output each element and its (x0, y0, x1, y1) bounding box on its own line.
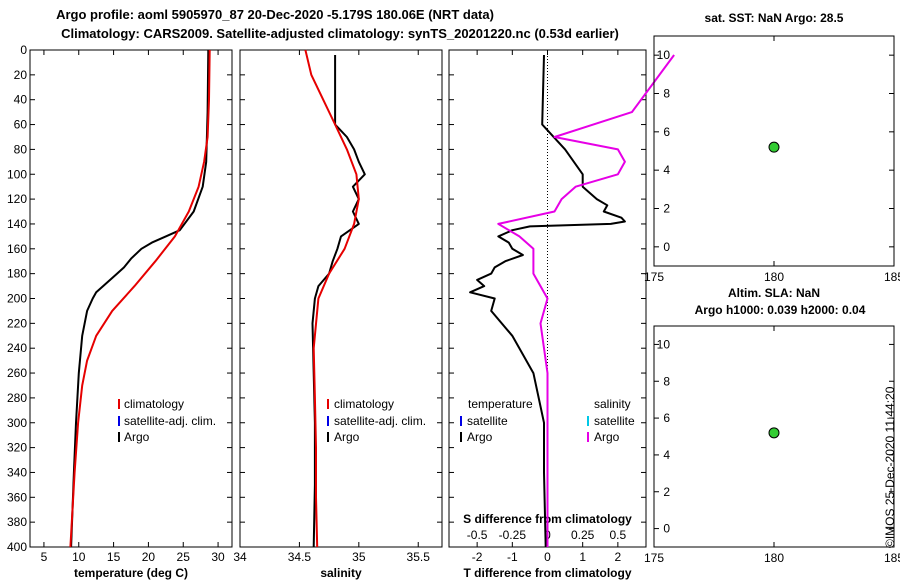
difference-xlabel: T difference from climatology (463, 566, 631, 580)
difference-top-tick-label: -0.5 (467, 528, 488, 542)
temperature-xtick-label: 5 (41, 550, 48, 564)
temperature-frame (29, 49, 233, 548)
difference-series-argo-salinity (497, 54, 675, 547)
sla-ytick-label: 8 (663, 374, 670, 388)
legend-temperature-title: temperature (468, 397, 533, 411)
sst-ytick-label: 0 (663, 240, 670, 254)
temperature-series-argo (70, 49, 210, 548)
legend-sal-satellite-label: satellite (594, 414, 635, 428)
legend-argo-label: Argo (124, 430, 150, 444)
salinity-frame (239, 49, 443, 548)
sla-ytick-label: 10 (657, 337, 671, 351)
sst-xtick-label: 180 (764, 270, 784, 284)
sst-ytick-label: 2 (663, 202, 670, 216)
temperature-ytick-label: 260 (7, 366, 27, 380)
sla-ytick-label: 0 (663, 522, 670, 536)
salinity-series-argo (311, 55, 366, 548)
temperature-ytick-label: 0 (20, 43, 27, 57)
temperature-ytick-label: 160 (7, 242, 27, 256)
legend-climatology-label: climatology (334, 397, 394, 411)
temperature-ytick-label: 20 (14, 68, 28, 82)
legend-satellite-label: satellite-adj. clim. (334, 414, 426, 428)
temperature-ytick-label: 80 (14, 142, 28, 156)
sst-xtick-label: 185 (884, 270, 900, 284)
temperature-xlabel: temperature (deg C) (74, 566, 188, 580)
temperature-ytick-label: 140 (7, 217, 27, 231)
temperature-xtick-label: 20 (142, 550, 156, 564)
sst-ytick-label: 8 (663, 87, 670, 101)
difference-legend: temperature satellite Argo salinity sate… (460, 397, 635, 444)
sla-panel: Altim. SLA: NaN Argo h1000: 0.039 h2000: … (644, 286, 900, 565)
temperature-ytick-label: 180 (7, 267, 27, 281)
salinity-legend: climatology satellite-adj. clim. Argo (327, 397, 426, 444)
temperature-ytick-label: 60 (14, 118, 28, 132)
sla-xtick-label: 185 (884, 551, 900, 565)
temperature-ytick-label: 300 (7, 416, 27, 430)
temperature-xtick-label: 15 (107, 550, 121, 564)
difference-xtick-label: -1 (507, 550, 518, 564)
temperature-xtick-label: 25 (177, 550, 191, 564)
temperature-xtick-label: 30 (211, 550, 225, 564)
temperature-ytick-label: 120 (7, 192, 27, 206)
temperature-ytick-label: 360 (7, 490, 27, 504)
temperature-ytick-label: 280 (7, 391, 27, 405)
sst-ytick-label: 10 (657, 48, 671, 62)
temperature-ytick-label: 320 (7, 441, 27, 455)
legend-temp-argo-label: Argo (467, 430, 493, 444)
temperature-panel: 5 10 15 20 25 30 temperature (deg C) 0 20 40 60 80 1… (7, 43, 233, 580)
sla-ytick-label: 6 (663, 411, 670, 425)
sla-ytick-label: 2 (663, 485, 670, 499)
sla-xtick-label: 175 (644, 551, 664, 565)
legend-sal-argo-label: Argo (594, 430, 620, 444)
temperature-ytick-label: 340 (7, 465, 27, 479)
imos-watermark: ©IMOS 25-Dec-2020 11:44:20 (883, 386, 897, 548)
legend-satellite-label: satellite-adj. clim. (124, 414, 216, 428)
sla-point (768, 427, 780, 439)
difference-top-tick-label: 0.5 (610, 528, 627, 542)
sst-point (768, 141, 780, 153)
difference-top-tick-label: 0.25 (571, 528, 595, 542)
salinity-xtick-label: 34.5 (288, 550, 312, 564)
legend-climatology-label: climatology (124, 397, 184, 411)
legend-temp-satellite-label: satellite (467, 414, 508, 428)
temperature-ytick-label: 240 (7, 341, 27, 355)
temperature-legend: climatology satellite-adj. clim. Argo (118, 397, 216, 444)
difference-xtick-label: 0 (544, 550, 551, 564)
sst-xtick-label: 175 (644, 270, 664, 284)
sst-ytick-label: 4 (663, 163, 670, 177)
sla-xtick-label: 180 (764, 551, 784, 565)
salinity-panel: 34 34.5 35 35.5 salinity (233, 49, 443, 580)
difference-xtick-label: -2 (472, 550, 483, 564)
temperature-xtick-label: 10 (72, 550, 86, 564)
salinity-xtick-label: 35 (352, 550, 366, 564)
salinity-xtick-label: 35.5 (407, 550, 431, 564)
salinity-series-climatology (304, 49, 360, 548)
sla-title: Altim. SLA: NaN (728, 286, 820, 300)
sst-ytick-label: 6 (663, 125, 670, 139)
temperature-ytick-label: 100 (7, 167, 27, 181)
salinity-xtick-label: 34 (233, 550, 247, 564)
sla-title2: Argo h1000: 0.039 h2000: 0.04 (695, 303, 866, 317)
temperature-ytick-label: 220 (7, 316, 27, 330)
legend-argo-label: Argo (334, 430, 360, 444)
sla-ytick-label: 4 (663, 448, 670, 462)
temperature-series-climatology (69, 49, 211, 548)
difference-xtick-label: 1 (579, 550, 586, 564)
difference-series-argo-temperature (469, 54, 626, 548)
sst-panel: sat. SST: NaN Argo: 28.5 175 180 185 0 2 4 6 8 10 (644, 11, 900, 284)
temperature-ytick-label: 380 (7, 515, 27, 529)
temperature-ytick-label: 400 (7, 540, 27, 554)
difference-top-tick-label: -0.25 (499, 528, 527, 542)
legend-salinity-title: salinity (594, 397, 631, 411)
difference-xtick-label: 2 (615, 550, 622, 564)
temperature-ytick-label: 40 (14, 93, 28, 107)
figure-title-line1: Argo profile: aoml 5905970_87 20-Dec-202… (56, 7, 494, 22)
temperature-ytick-label: 200 (7, 292, 27, 306)
figure-title-line2: Climatology: CARS2009. Satellite-adjuste… (61, 26, 619, 41)
salinity-xlabel: salinity (320, 566, 362, 580)
sst-title: sat. SST: NaN Argo: 28.5 (705, 11, 844, 25)
